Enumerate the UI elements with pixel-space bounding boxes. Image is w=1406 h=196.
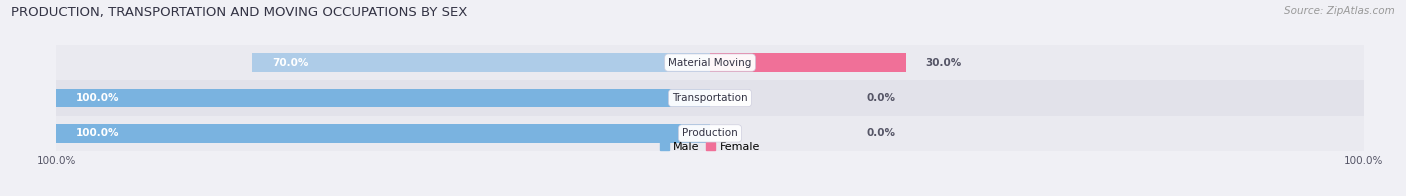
Text: 0.0%: 0.0% (868, 93, 896, 103)
Text: 100.0%: 100.0% (76, 93, 120, 103)
Bar (56, 80, 1364, 116)
Bar (56, 45, 1364, 80)
Legend: Male, Female: Male, Female (655, 137, 765, 156)
Text: PRODUCTION, TRANSPORTATION AND MOVING OCCUPATIONS BY SEX: PRODUCTION, TRANSPORTATION AND MOVING OC… (11, 6, 468, 19)
Bar (56, 124, 710, 143)
Text: Transportation: Transportation (672, 93, 748, 103)
Text: Source: ZipAtlas.com: Source: ZipAtlas.com (1284, 6, 1395, 16)
Text: Material Moving: Material Moving (668, 58, 752, 68)
Bar (56, 116, 1364, 151)
Text: 0.0%: 0.0% (868, 128, 896, 138)
Text: 70.0%: 70.0% (271, 58, 308, 68)
Text: 100.0%: 100.0% (76, 128, 120, 138)
Text: 30.0%: 30.0% (925, 58, 962, 68)
Bar (710, 53, 905, 72)
Bar (253, 53, 710, 72)
Text: Production: Production (682, 128, 738, 138)
Bar (56, 89, 710, 107)
